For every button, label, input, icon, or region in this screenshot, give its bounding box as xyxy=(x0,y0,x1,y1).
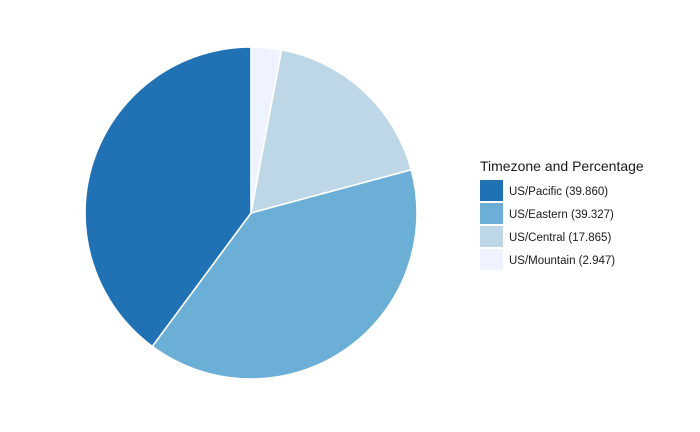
legend-swatch xyxy=(480,226,503,247)
legend-label: US/Eastern (39.327) xyxy=(509,209,614,221)
pie-slices-group xyxy=(84,46,418,380)
legend-swatch xyxy=(480,249,503,270)
pie-slice-us-pacific xyxy=(84,46,252,348)
pie-slice-us-central xyxy=(250,49,413,214)
legend-swatch xyxy=(480,180,503,201)
legend-label: US/Mountain (2.947) xyxy=(509,255,615,267)
legend-label: US/Central (17.865) xyxy=(509,232,611,244)
legend-title: Timezone and Percentage xyxy=(480,158,644,174)
legend-label: US/Pacific (39.860) xyxy=(509,186,608,198)
legend-items: US/Pacific (39.860) US/Eastern (39.327) US… xyxy=(480,180,615,270)
legend-swatch xyxy=(480,203,503,224)
pie-slice-us-eastern xyxy=(151,169,418,380)
legend: Timezone and Percentage US/Pacific (39.8… xyxy=(480,158,644,270)
